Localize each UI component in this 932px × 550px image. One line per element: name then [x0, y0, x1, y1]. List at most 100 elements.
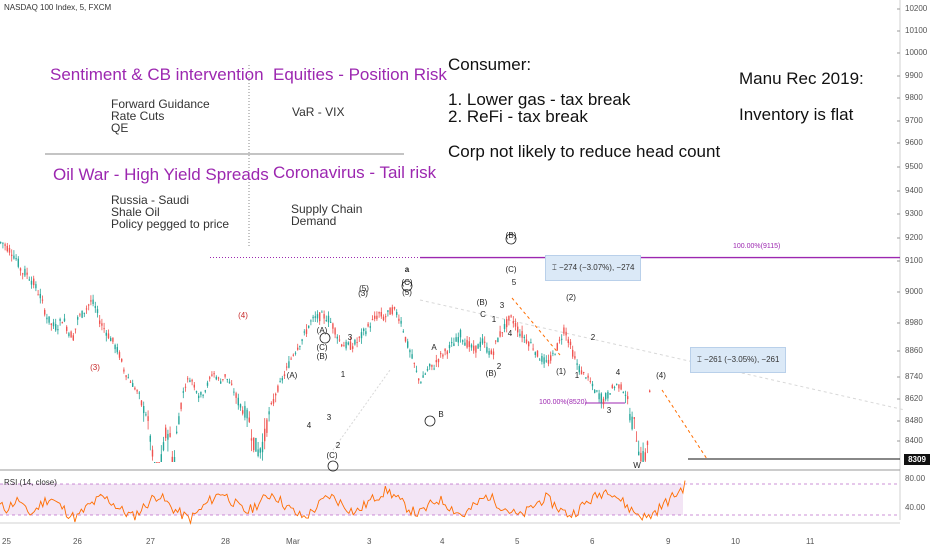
- candle-body: [345, 341, 347, 349]
- candle-body: [248, 417, 250, 422]
- candle-body: [613, 386, 616, 389]
- candle-body: [503, 324, 506, 329]
- candle-body: [182, 391, 184, 393]
- candle-body: [499, 331, 501, 337]
- candle-body: [255, 437, 257, 452]
- candle-body: [246, 409, 248, 419]
- y-tick-label: 9600: [905, 138, 923, 147]
- measure-icon: ⌶: [552, 263, 560, 272]
- candle-body: [596, 390, 598, 392]
- candle-body: [244, 405, 246, 418]
- candle-body: [0, 242, 2, 244]
- candle-body: [138, 392, 140, 394]
- wave-circle: [327, 460, 339, 472]
- x-tick-label: 3: [367, 537, 372, 546]
- candle-body: [598, 393, 600, 400]
- consumer-item: 1. Lower gas - tax break: [448, 90, 631, 109]
- measurement-box-1[interactable]: ⌶ −274 (−3.07%), −274: [545, 255, 642, 281]
- candle-body: [341, 344, 343, 347]
- candle-body: [6, 245, 8, 252]
- candle-body: [506, 319, 508, 328]
- candle-body: [380, 311, 382, 317]
- candle-body: [171, 456, 173, 462]
- candle-body: [2, 242, 4, 244]
- y-tick-label: 9500: [905, 162, 923, 171]
- measurement-box-2[interactable]: ⌶ −261 (−3.05%), −261: [690, 347, 787, 373]
- candle-body: [46, 317, 48, 320]
- wave-label: 1: [341, 370, 346, 379]
- candle-body: [572, 349, 574, 357]
- candle-body: [4, 244, 6, 246]
- candle-body: [140, 400, 143, 406]
- candle-body: [334, 328, 336, 335]
- wave-label: 3: [500, 301, 505, 310]
- equities-title: Equities - Position Risk: [273, 65, 447, 84]
- candle-body: [561, 338, 563, 340]
- candle-body: [132, 383, 134, 387]
- candle-body: [286, 366, 288, 368]
- candle-body: [68, 333, 70, 336]
- consumer-footer: Corp not likely to reduce head count: [448, 142, 721, 161]
- candle-body: [385, 316, 387, 318]
- candle-body: [431, 364, 433, 367]
- candle-body: [226, 378, 228, 380]
- candle-body: [312, 316, 314, 319]
- candle-body: [424, 373, 426, 375]
- candle-body: [521, 331, 523, 338]
- candle-body: [609, 393, 611, 395]
- candle-body: [600, 393, 602, 403]
- y-tick-label: 9400: [905, 186, 923, 195]
- candle-body: [41, 299, 44, 301]
- candle-body: [222, 379, 224, 381]
- candle-body: [624, 394, 627, 396]
- candle-body: [565, 331, 567, 336]
- wave-label: (A): [287, 371, 298, 380]
- candle-body: [400, 320, 402, 324]
- chart-title: NASDAQ 100 Index, 5, FXCM: [4, 3, 112, 12]
- wave-label: 5: [512, 278, 517, 287]
- candle-body: [378, 312, 380, 314]
- candle-body: [462, 340, 464, 342]
- y-tick-label: 8620: [905, 394, 923, 403]
- candle-body: [523, 336, 525, 339]
- candle-body: [644, 452, 646, 461]
- candle-body: [576, 363, 578, 365]
- y-tick-label: 9800: [905, 93, 923, 102]
- wave-label: 2: [497, 362, 502, 371]
- candle-body: [552, 352, 554, 354]
- candle-body: [57, 329, 59, 331]
- rsi-line: [0, 480, 686, 525]
- wave-label: (B): [317, 352, 328, 361]
- candle-body: [134, 387, 136, 390]
- candle-body: [299, 346, 301, 348]
- candle-body: [442, 354, 444, 357]
- x-tick-label: 28: [221, 537, 230, 546]
- candle-body: [580, 370, 583, 375]
- manu-title: Manu Rec 2019:: [739, 69, 864, 88]
- candle-body: [61, 322, 63, 324]
- candle-body: [470, 344, 473, 348]
- candle-body: [211, 374, 213, 376]
- candle-body: [116, 347, 118, 353]
- candle-body: [217, 377, 220, 379]
- candle-body: [486, 346, 488, 353]
- candle-body: [642, 451, 644, 462]
- candle-body: [547, 359, 550, 364]
- candle-body: [605, 393, 607, 400]
- candle-body: [415, 370, 418, 372]
- candle-body: [325, 320, 327, 322]
- candle-body: [200, 391, 202, 395]
- decline-projection-2: [661, 389, 708, 460]
- candle-body: [237, 397, 239, 406]
- candle-body: [48, 316, 50, 323]
- candle-body: [387, 310, 389, 312]
- candle-body: [569, 341, 572, 346]
- wave-label: (3): [358, 289, 368, 298]
- candle-body: [110, 338, 112, 342]
- wave-circle: [401, 280, 413, 292]
- candle-body: [358, 336, 360, 338]
- candle-body: [167, 433, 169, 440]
- candle-body: [281, 378, 283, 381]
- support-projection: [332, 369, 391, 451]
